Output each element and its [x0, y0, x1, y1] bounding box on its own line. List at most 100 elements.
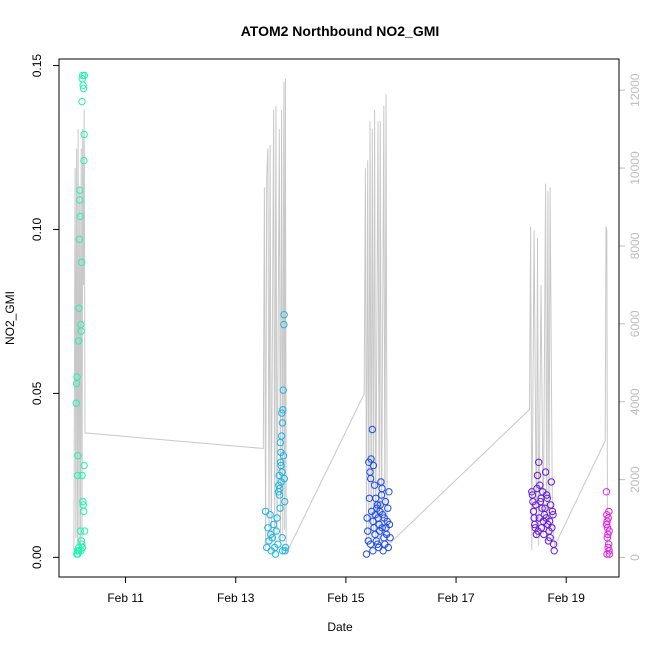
data-point: [368, 425, 376, 434]
data-point: [547, 478, 555, 486]
data-point: [280, 320, 288, 329]
data-point: [602, 488, 611, 496]
data-point: [272, 527, 280, 535]
data-point: [370, 481, 379, 489]
data-point: [373, 540, 382, 548]
y-tick-label: 0.10: [30, 217, 44, 241]
y2-tick-label: 2000: [628, 466, 642, 493]
data-point: [538, 504, 546, 512]
altitude-line: [73, 78, 608, 554]
data-point: [603, 534, 611, 542]
plot-frame: [58, 58, 620, 578]
data-point: [550, 547, 558, 555]
y2-tick-label: 10000: [628, 151, 642, 185]
data-point: [369, 517, 377, 525]
data-point: [548, 507, 557, 516]
data-point: [364, 527, 372, 535]
y2-tick-label: 0: [628, 554, 642, 561]
data-point: [603, 550, 611, 558]
data-point: [535, 458, 543, 466]
data-point: [545, 517, 554, 525]
series-2: [261, 311, 290, 558]
data-point: [376, 507, 384, 516]
data-point: [79, 81, 87, 89]
data-point: [528, 491, 537, 499]
data-point: [73, 373, 81, 381]
data-point: [528, 488, 536, 496]
data-point: [541, 504, 549, 512]
data-point: [533, 471, 542, 480]
data-point: [280, 311, 288, 319]
series-4: [528, 458, 558, 555]
data-point: [279, 452, 288, 460]
data-point: [74, 337, 83, 345]
data-point: [605, 507, 613, 516]
data-point: [541, 468, 550, 476]
data-point: [76, 212, 84, 221]
series-5: [602, 488, 614, 558]
data-point: [547, 501, 555, 509]
data-point: [367, 474, 375, 483]
data-point: [271, 550, 280, 558]
data-point: [548, 524, 556, 532]
x-axis: Feb 11 Feb 13 Feb 15 Feb 17 Feb 19: [107, 576, 585, 605]
y2-tick-label: 6000: [628, 310, 642, 337]
altitude-layer: [73, 78, 608, 554]
data-point: [74, 452, 82, 460]
data-point: [277, 461, 285, 470]
data-point: [79, 497, 87, 506]
data-point: [384, 543, 392, 552]
data-point: [75, 235, 84, 244]
data-point: [278, 534, 286, 542]
points-layer: [72, 71, 614, 558]
y2-tick-label: 8000: [628, 232, 642, 259]
x-axis-label: Date: [327, 620, 353, 634]
data-point: [380, 514, 388, 522]
x-tick-label: Feb 13: [217, 591, 255, 605]
data-point: [278, 409, 286, 417]
data-point: [362, 550, 371, 558]
data-point: [77, 327, 85, 335]
data-point: [80, 130, 88, 139]
data-point: [80, 71, 89, 80]
data-point: [278, 419, 287, 427]
data-point: [276, 504, 284, 512]
data-point: [529, 507, 538, 516]
data-point: [544, 537, 553, 545]
data-point: [369, 461, 378, 470]
data-point: [76, 527, 85, 535]
data-point: [543, 494, 551, 502]
data-point: [76, 186, 84, 194]
data-point: [77, 258, 86, 266]
data-point: [267, 530, 275, 539]
data-point: [373, 501, 382, 509]
data-point: [78, 471, 86, 480]
data-point: [385, 488, 393, 496]
data-point: [366, 540, 375, 548]
y-tick-label: 0.05: [30, 381, 44, 405]
data-point: [279, 386, 287, 394]
data-point: [365, 494, 374, 502]
data-point: [78, 540, 86, 548]
data-point: [276, 438, 284, 447]
series-3: [362, 425, 394, 558]
y2-tick-label: 4000: [628, 388, 642, 415]
data-point: [276, 458, 285, 466]
data-point: [281, 497, 289, 506]
data-point: [281, 547, 289, 555]
data-point: [386, 534, 394, 542]
data-point: [80, 527, 89, 535]
data-point: [274, 540, 282, 548]
data-point: [275, 481, 283, 489]
data-point: [379, 547, 387, 555]
data-point: [367, 455, 375, 463]
data-point: [537, 524, 546, 532]
data-point: [549, 511, 557, 519]
data-point: [275, 491, 284, 499]
y-axis-label: NO2_GMI: [3, 291, 17, 345]
series-1: [72, 71, 89, 558]
data-point: [76, 196, 84, 204]
